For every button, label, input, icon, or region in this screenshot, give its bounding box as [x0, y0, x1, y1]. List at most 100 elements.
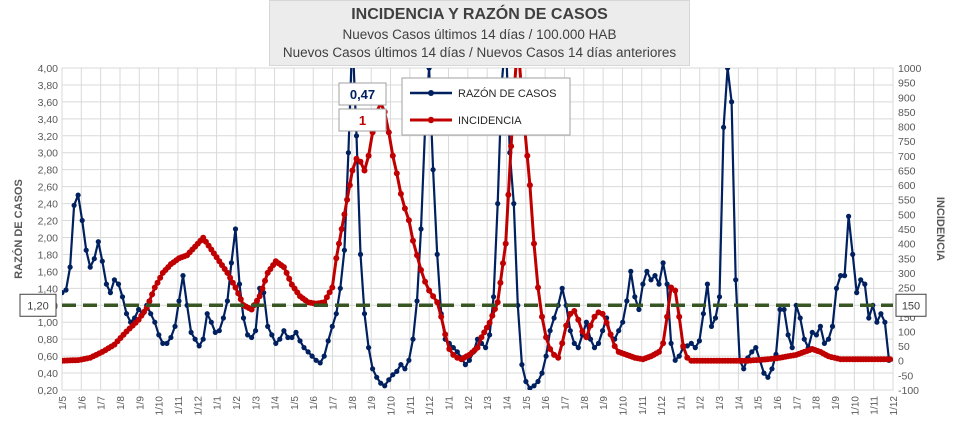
razon-point	[833, 285, 840, 291]
razon-point	[721, 124, 727, 130]
razon-point	[172, 323, 178, 329]
razon-point	[136, 306, 142, 313]
current-ratio-label: 0,47	[350, 87, 375, 102]
razon-point	[850, 251, 856, 257]
razon-point	[83, 247, 89, 253]
razon-point	[777, 306, 783, 313]
razon-point	[769, 366, 775, 372]
x-tick-label: 1/10	[155, 396, 166, 416]
y-left-tick-label: 3,20	[38, 131, 59, 143]
axes: 0,20 0,40 0,60 0,80 1,00 1,20 1,40 1,60 1,80 2,00…	[12, 63, 946, 415]
x-tick-label: 1/5	[58, 396, 69, 410]
x-tick-label: 1/4	[734, 396, 745, 410]
razon-point	[293, 329, 299, 335]
razon-point	[168, 334, 174, 341]
razon-point	[765, 374, 771, 380]
x-tick-label: 1/1	[213, 396, 224, 410]
incidencia-point	[154, 279, 161, 286]
razon-point	[71, 202, 77, 208]
y-left-tick-label: 0,80	[38, 334, 59, 346]
razon-point	[733, 277, 739, 283]
y-left-tick-label: 2,20	[38, 216, 59, 228]
razon-point	[600, 328, 606, 334]
incidencia-point	[410, 237, 416, 244]
incidencia-point	[531, 240, 537, 247]
current-incidence-label: 1	[359, 113, 366, 128]
razon-point	[321, 353, 327, 359]
razon-point	[410, 336, 416, 342]
razon-point	[640, 281, 646, 287]
razon-point	[866, 315, 872, 321]
value-callouts: 0,47 1	[338, 82, 387, 132]
x-tick-label: 1/12	[889, 396, 900, 416]
y-right-tick-label: 1000	[898, 63, 922, 75]
legend: RAZÓN DE CASOS INCIDENCIA	[401, 77, 571, 136]
right-marker-box	[895, 293, 927, 317]
x-tick-label: 1/11	[870, 396, 881, 415]
incidencia-point	[603, 319, 610, 326]
razon-point	[495, 201, 501, 207]
razon-point	[269, 332, 275, 338]
razon-point	[595, 340, 602, 346]
razon-point	[648, 277, 654, 283]
incidencia-point	[676, 313, 683, 320]
incidencia-point	[524, 152, 531, 159]
razon-point	[208, 319, 214, 325]
y-right-tick-label: 50	[898, 341, 910, 353]
razon-point	[386, 377, 392, 383]
incidencia-point	[333, 255, 340, 262]
razon-point	[370, 366, 376, 372]
razon-point	[854, 290, 860, 296]
razon-point	[749, 349, 755, 355]
incidencia-point	[385, 129, 392, 136]
razon-point	[240, 315, 247, 321]
razon-point	[305, 349, 311, 355]
razon-point	[224, 298, 230, 304]
razon-point	[228, 260, 234, 266]
razon-point	[656, 281, 662, 287]
incidencia-point	[232, 284, 239, 291]
x-tick-label: 1/1	[445, 396, 456, 410]
x-tick-label: 1/12	[193, 396, 204, 416]
razon-point	[583, 319, 590, 325]
y-left-tick-label: 1,60	[38, 266, 59, 278]
razon-point	[309, 353, 315, 359]
incidencia-point	[397, 190, 404, 197]
incidencia-point	[583, 334, 590, 341]
razon-point	[519, 362, 525, 368]
y-right-tick-label: 300	[898, 268, 916, 280]
razon-point	[628, 268, 634, 274]
razon-point	[398, 362, 404, 368]
legend-incidence-marker	[427, 116, 435, 124]
razon-point	[253, 328, 259, 334]
razon-point	[430, 167, 436, 173]
y-right-tick-label: 400	[898, 239, 916, 251]
incidencia-point	[361, 167, 368, 174]
y-right-axis-title: INCIDENCIA	[934, 197, 946, 261]
razon-point	[688, 340, 694, 346]
series-incidencia	[62, 68, 893, 364]
x-tick-label: 1/5	[754, 396, 765, 410]
razon-point	[414, 298, 420, 304]
incidencia-point	[887, 356, 893, 363]
incidencia-point	[146, 298, 153, 305]
razon-point	[212, 329, 218, 335]
razon-point	[700, 311, 707, 317]
razon-point	[531, 383, 537, 389]
x-tick-label: 1/10	[850, 396, 861, 416]
x-tick-label: 1/9	[599, 396, 610, 410]
incidencia-point	[422, 278, 429, 285]
razon-point	[87, 264, 93, 270]
y-right-tick-label: 750	[898, 136, 916, 148]
incidencia-point	[481, 329, 488, 336]
y-left-tick-label: 3,80	[38, 80, 59, 92]
razon-point	[789, 345, 795, 351]
incidencia-point	[579, 328, 586, 335]
razon-point	[821, 340, 828, 346]
incidencia-point	[478, 334, 485, 341]
razon-point	[684, 343, 690, 349]
incidencia-point	[237, 296, 244, 303]
razon-point	[164, 340, 170, 346]
incidencia-point	[591, 313, 598, 320]
razon-point	[232, 226, 239, 232]
